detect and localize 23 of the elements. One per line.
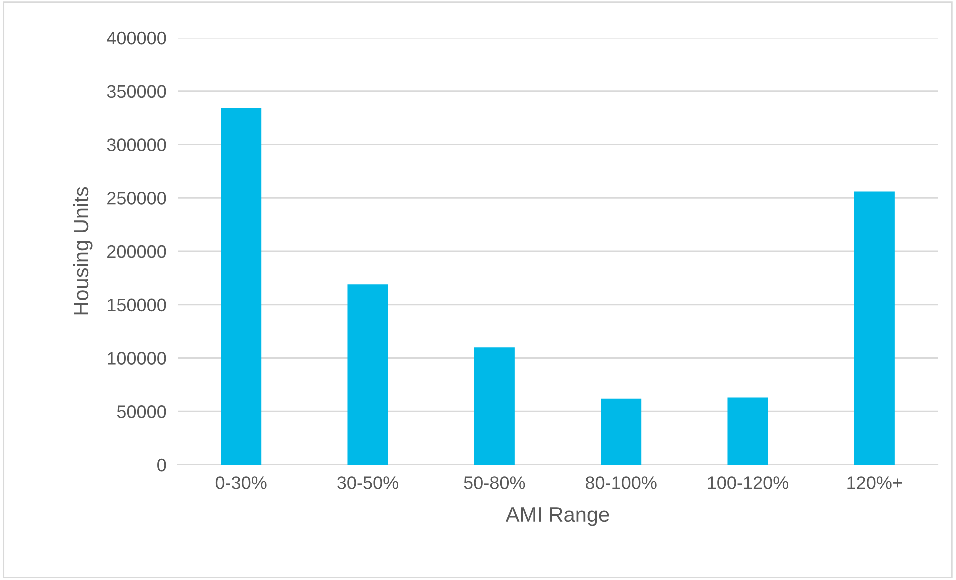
y-tick-label: 50000 [117,406,166,418]
bar [601,398,642,465]
y-tick-label: 100000 [108,352,166,365]
x-tick-label: 0-30% [216,476,267,490]
bar [221,108,262,465]
x-tick-label: 120%+ [848,476,902,490]
y-axis-title: Housing Units [73,187,93,315]
x-axis-title: AMI Range [506,508,610,526]
x-tick-label: 100-120% [708,476,789,490]
bar [728,398,768,465]
y-tick-label: 150000 [108,298,166,312]
y-tick-label: 350000 [107,85,166,98]
y-tick-label: 300000 [107,138,166,152]
y-tick-label: 200000 [108,245,166,258]
x-tick-label: 50-80% [464,476,526,490]
x-tick-label: 80-100% [586,476,657,490]
y-tick-label: 0 [158,458,166,472]
bar [854,192,895,465]
bar [474,348,515,465]
y-tick-label: 400000 [107,32,166,45]
bar [348,284,388,465]
y-tick-label: 250000 [108,192,166,205]
x-tick-label: 30-50% [338,476,398,490]
